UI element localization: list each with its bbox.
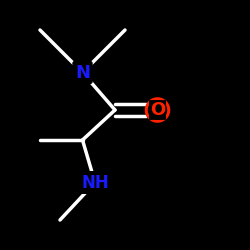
Text: NH: NH bbox=[81, 174, 109, 192]
Text: N: N bbox=[75, 64, 90, 82]
Text: O: O bbox=[150, 101, 165, 119]
Text: O: O bbox=[150, 101, 165, 119]
